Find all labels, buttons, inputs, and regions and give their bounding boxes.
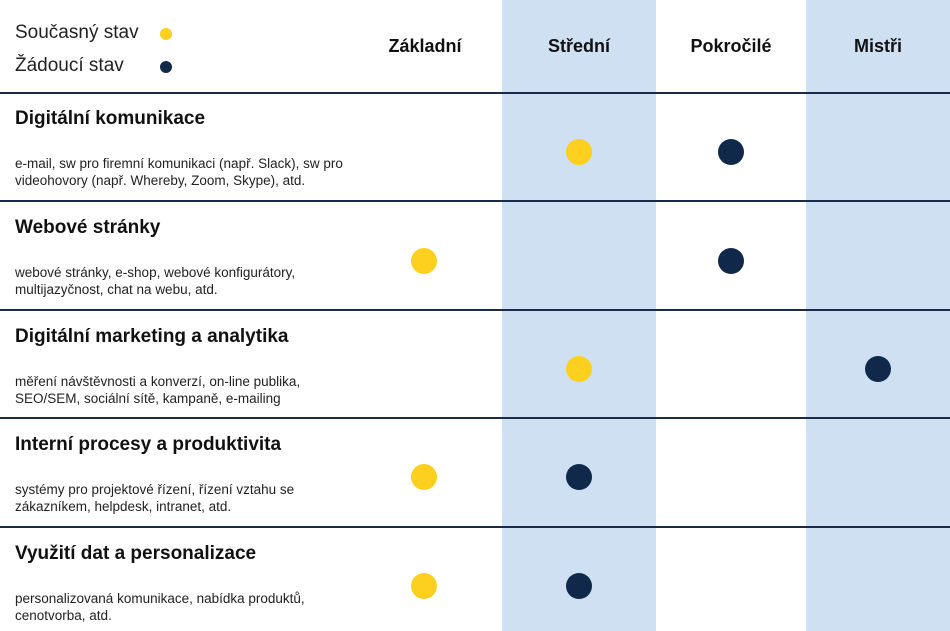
current-state-marker [411, 464, 437, 490]
column-header-stredni: Střední [547, 36, 610, 56]
row-description: personalizovaná komunikace, nabídka prod… [15, 591, 305, 623]
desired-state-dot-icon [160, 61, 172, 73]
row-divider [0, 417, 950, 419]
row-description: webové stránky, e-shop, webové konfigurá… [15, 265, 296, 297]
desired-state-marker [566, 464, 592, 490]
current-state-dot-icon [160, 28, 172, 40]
desired-state-marker [718, 139, 744, 165]
column-header-pokrocile: Pokročilé [690, 36, 772, 56]
legend-current-label: Současný stav [15, 22, 139, 43]
desired-state-marker [865, 356, 891, 382]
legend-current-state: Současný stav [15, 22, 172, 44]
row-description: systémy pro projektové řízení, řízení vz… [15, 482, 295, 514]
column-header-mistri: Mistři [853, 36, 902, 56]
current-state-marker [411, 573, 437, 599]
row-description: e-mail, sw pro firemní komunikaci (např.… [15, 156, 343, 188]
row-title: Webové stránky [15, 217, 161, 238]
row-title: Interní procesy a produktivita [15, 434, 282, 455]
desired-state-marker [566, 573, 592, 599]
current-state-marker [411, 248, 437, 274]
legend-desired-label: Žádoucí stav [15, 55, 124, 76]
row-divider [0, 200, 950, 202]
row-description: měření návštěvnosti a konverzí, on-line … [15, 374, 301, 406]
row-divider [0, 526, 950, 528]
desired-state-marker [718, 248, 744, 274]
row-title: Využití dat a personalizace [15, 543, 257, 564]
legend-desired-state: Žádoucí stav [15, 55, 172, 77]
row-title: Digitální komunikace [15, 108, 206, 129]
current-state-marker [566, 139, 592, 165]
header-divider [0, 92, 950, 94]
column-header-zakladni: Základní [388, 36, 462, 56]
column-shade-stredni [502, 0, 656, 631]
row-divider [0, 309, 950, 311]
column-shade-mistri [806, 0, 950, 631]
row-title: Digitální marketing a analytika [15, 326, 289, 347]
current-state-marker [566, 356, 592, 382]
